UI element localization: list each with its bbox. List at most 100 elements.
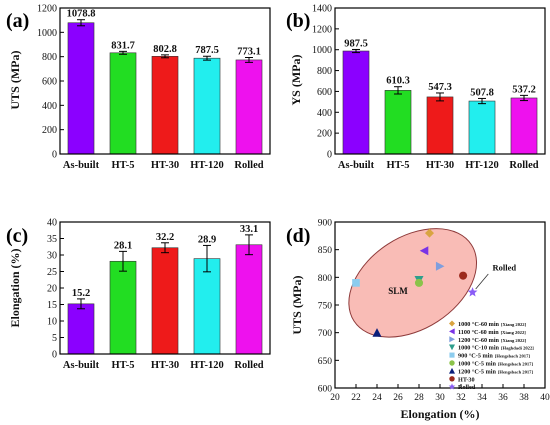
x-tick-label: As-built [338, 160, 375, 171]
x-tick-label: HT-120 [190, 160, 223, 171]
bar [468, 100, 496, 155]
scatter-panel: SLM Rolled 20 22 24 26 28 30 32 34 36 38 40 600 650 700… [286, 219, 550, 422]
data-label: 610.3 [386, 76, 410, 87]
legend-series-name: 1000 °C-5 min [458, 361, 496, 368]
slm-region [348, 228, 478, 338]
x-tick-label: 22 [351, 393, 361, 403]
y-tick-label: 600 [317, 87, 332, 98]
x-tick-label: 32 [456, 393, 466, 403]
x-tick-label: HT-30 [426, 160, 454, 171]
y-tick-label: 200 [42, 125, 57, 136]
legend-entry: 1000 °C-5 min [Hengsbach 2017] [458, 361, 533, 368]
data-label: 507.8 [470, 87, 494, 98]
legend-marker [449, 336, 455, 343]
legend-series-name: Rolled [458, 384, 476, 391]
y-axis-label: UTS (MPa) [290, 276, 304, 335]
y-tick-label: 1000 [37, 28, 57, 39]
legend-marker [449, 328, 455, 335]
legend-series-name: 1000 °C-60 min [458, 321, 500, 328]
annotation-pointer [475, 273, 489, 290]
scatter-point [414, 278, 424, 287]
legend-series-ref: [Xiang 2022] [501, 322, 527, 327]
bar [384, 90, 412, 155]
y-tick-label: 35 [47, 234, 57, 245]
y-tick-label: 20 [47, 284, 57, 295]
legend-series-ref: [Hengsbach 2017] [498, 362, 534, 367]
x-tick-label: 26 [393, 393, 403, 403]
x-tick-label: 34 [477, 393, 487, 403]
data-label: 28.9 [198, 234, 216, 245]
x-tick-label: HT-30 [151, 160, 179, 171]
x-tick-label: 28 [414, 393, 424, 403]
x-tick-label: HT-5 [387, 160, 410, 171]
legend-entry: Rolled [458, 384, 476, 391]
panel-letter: (d) [286, 225, 310, 247]
scatter-point [419, 246, 429, 256]
x-tick-label: 38 [519, 393, 529, 403]
legend-entry: 1200 °C-60 min [Xiang 2022] [458, 337, 527, 344]
legend-series-name: 900 °C-5 min [458, 353, 493, 360]
bar [193, 57, 221, 155]
data-label: 773.1 [237, 47, 261, 58]
bar-panel-3: 15.2 As-built 28.1 HT-5 32.2 HT-30 28.9 HT-120 3… [6, 218, 271, 371]
legend-marker [449, 367, 455, 374]
y-tick-label: 800 [317, 66, 332, 77]
x-tick-label: 20 [330, 393, 340, 403]
region-label: SLM [388, 286, 408, 296]
legend-series-name: 1200 °C-60 min [458, 337, 500, 344]
y-tick-label: 400 [317, 108, 332, 119]
legend-marker [449, 376, 455, 382]
legend: 1000 °C-60 min [Xiang 2022]1100 °C-60 min… [448, 320, 534, 391]
y-tick-label: 10 [47, 317, 57, 328]
x-tick-label: HT-30 [151, 360, 179, 371]
y-tick-label: 200 [317, 129, 332, 140]
data-label: 15.2 [72, 288, 90, 299]
data-label: 547.3 [428, 82, 452, 93]
legend-entry: HT-30 [458, 376, 475, 383]
legend-series-ref: [Xiang 2022] [501, 338, 527, 343]
x-tick-label: 40 [540, 393, 550, 403]
y-axis-label: YS (MPa) [289, 55, 303, 106]
x-tick-label: HT-120 [465, 160, 498, 171]
legend-marker [449, 360, 455, 366]
y-tick-label: 750 [318, 302, 333, 312]
y-tick-label: 25 [47, 267, 57, 278]
scatter-point [352, 279, 360, 287]
y-axis-label: UTS (MPa) [8, 51, 22, 110]
x-tick-label: 36 [498, 393, 508, 403]
legend-series-name: 1000 °C-10 min [458, 345, 500, 352]
bar [109, 52, 137, 155]
bar-panel-1: 1078.8 As-built 831.7 HT-5 802.8 HT-30 787.5 HT… [6, 4, 271, 171]
data-label: 537.2 [512, 84, 536, 95]
y-tick-label: 800 [42, 52, 57, 63]
scatter-point [459, 271, 468, 280]
y-tick-label: 1200 [37, 4, 57, 15]
x-tick-label: Rolled [234, 360, 263, 371]
y-tick-label: 40 [47, 218, 57, 229]
data-label: 1078.8 [67, 9, 96, 20]
legend-entry: 900 °C-5 min [Hengsbach 2017] [458, 353, 530, 360]
bar [426, 96, 454, 155]
bar [510, 97, 538, 155]
x-tick-label: HT-5 [112, 360, 135, 371]
y-tick-label: 400 [42, 101, 57, 112]
y-tick-label: 800 [318, 274, 333, 284]
x-tick-label: As-built [63, 160, 100, 171]
x-tick-label: As-built [63, 360, 100, 371]
x-tick-label: 24 [372, 393, 382, 403]
bar [151, 247, 179, 355]
legend-series-name: 1200 °C-5 min [458, 368, 496, 375]
y-tick-label: 1000 [312, 45, 332, 56]
data-label: 787.5 [195, 45, 219, 56]
bar [109, 260, 137, 355]
bar [342, 50, 370, 155]
y-tick-label: 900 [318, 219, 333, 229]
bar [235, 59, 263, 155]
y-axis-label: Elongation (%) [8, 248, 22, 327]
y-tick-label: 600 [42, 77, 57, 88]
legend-entry: 1100 °C-60 min [Xiang 2022] [458, 329, 526, 336]
y-tick-label: 600 [318, 385, 333, 395]
scatter-point [467, 287, 478, 297]
x-tick-label: Rolled [509, 160, 538, 171]
data-label: 33.1 [240, 224, 258, 235]
